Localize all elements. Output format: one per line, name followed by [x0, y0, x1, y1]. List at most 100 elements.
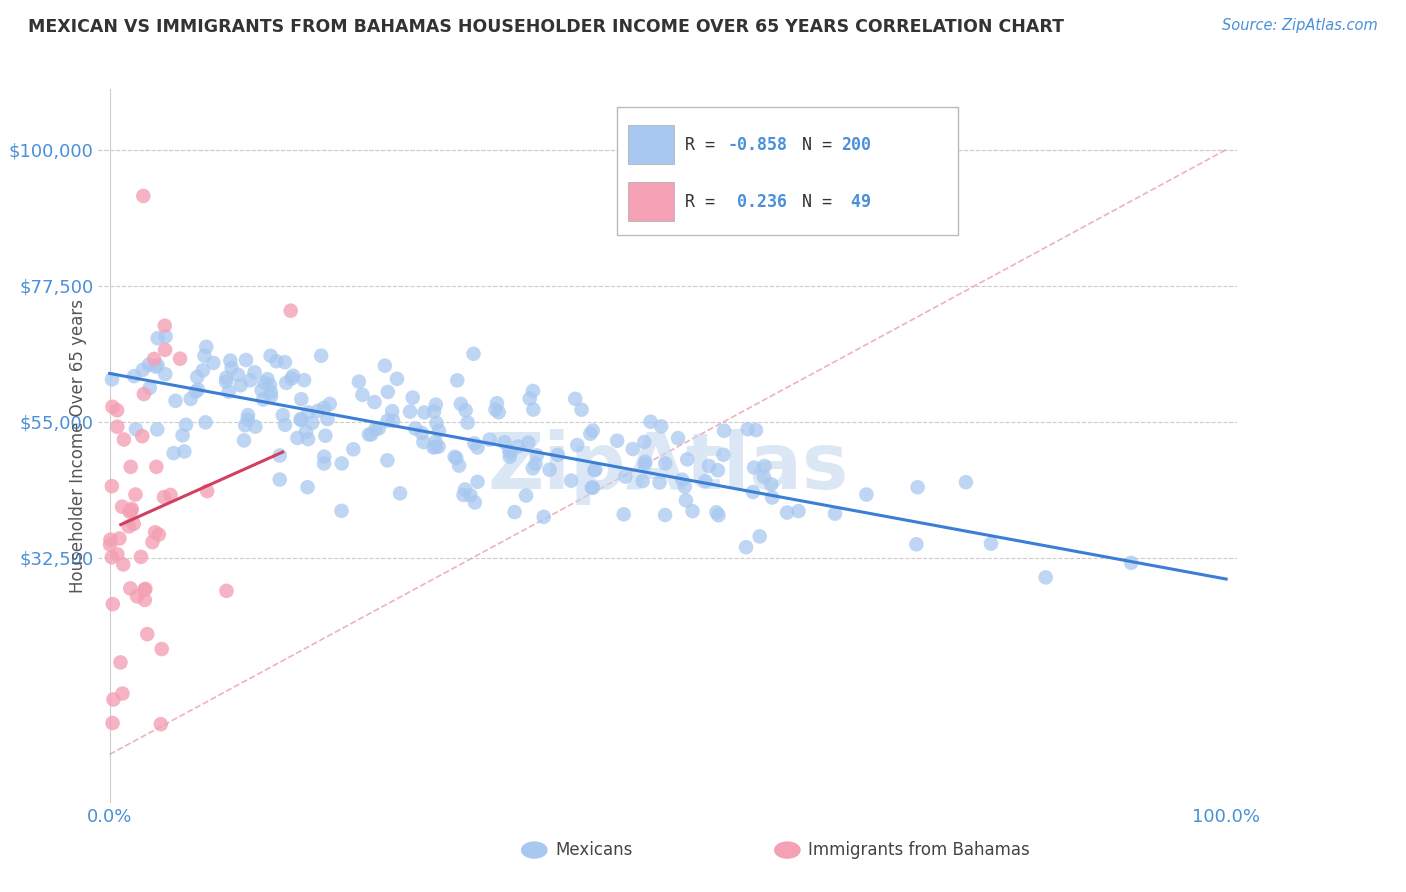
Point	[671, 473, 693, 487]
Point	[180, 392, 202, 406]
Point	[256, 372, 278, 386]
Point	[488, 405, 510, 419]
Point	[787, 504, 810, 518]
Point	[153, 367, 176, 381]
Point	[235, 353, 257, 368]
Point	[146, 422, 169, 436]
Point	[449, 458, 471, 473]
Point	[547, 448, 569, 462]
Point	[522, 461, 544, 475]
Point	[648, 475, 671, 490]
Point	[761, 477, 783, 491]
Point	[494, 435, 516, 450]
Text: 200: 200	[841, 136, 870, 153]
Point	[314, 457, 336, 471]
Text: Source: ZipAtlas.com: Source: ZipAtlas.com	[1222, 18, 1378, 33]
Point	[101, 597, 124, 611]
Point	[134, 593, 156, 607]
Point	[145, 359, 167, 374]
Point	[1035, 570, 1057, 584]
Point	[498, 443, 520, 458]
Point	[411, 425, 433, 440]
Point	[422, 441, 444, 455]
Point	[478, 433, 501, 447]
Point	[464, 495, 486, 509]
Point	[290, 412, 312, 426]
Point	[583, 463, 606, 477]
Text: N =: N =	[803, 136, 842, 153]
Point	[735, 540, 758, 554]
Point	[111, 500, 134, 514]
Point	[184, 384, 207, 399]
Point	[245, 419, 267, 434]
Point	[824, 507, 846, 521]
Point	[280, 303, 302, 318]
Point	[695, 475, 717, 489]
Point	[404, 421, 426, 435]
Point	[149, 717, 172, 731]
Point	[195, 340, 218, 354]
Point	[450, 397, 472, 411]
Point	[453, 488, 475, 502]
Point	[287, 431, 309, 445]
Point	[121, 501, 143, 516]
Point	[100, 533, 122, 547]
Point	[446, 373, 468, 387]
Point	[101, 479, 124, 493]
Point	[105, 419, 128, 434]
Point	[567, 438, 589, 452]
Point	[707, 508, 730, 523]
Point	[363, 395, 385, 409]
Point	[125, 422, 148, 436]
Point	[360, 427, 382, 442]
Point	[399, 404, 422, 418]
Point	[312, 401, 335, 415]
Point	[290, 392, 312, 407]
Point	[252, 392, 274, 407]
Point	[446, 451, 468, 466]
Text: -0.858: -0.858	[727, 136, 787, 153]
Text: Mexicans: Mexicans	[555, 841, 633, 859]
Point	[173, 444, 195, 458]
Point	[250, 383, 273, 397]
Point	[907, 480, 929, 494]
Point	[776, 506, 799, 520]
Point	[707, 463, 730, 477]
Text: 49: 49	[841, 193, 870, 211]
Point	[522, 402, 544, 417]
Text: R =: R =	[685, 136, 725, 153]
Point	[131, 429, 153, 443]
Point	[389, 486, 412, 500]
Point	[485, 396, 508, 410]
Point	[172, 428, 194, 442]
Point	[1121, 556, 1143, 570]
Point	[219, 353, 242, 368]
Point	[132, 363, 155, 377]
Point	[319, 397, 342, 411]
Point	[316, 412, 339, 426]
Point	[583, 462, 606, 476]
Point	[457, 416, 479, 430]
Point	[132, 387, 155, 401]
Point	[382, 414, 405, 428]
Point	[463, 347, 485, 361]
Point	[582, 424, 605, 438]
Point	[122, 516, 145, 531]
Point	[347, 375, 370, 389]
Point	[153, 343, 176, 357]
Point	[377, 413, 399, 427]
Point	[297, 480, 319, 494]
Point	[136, 627, 159, 641]
Point	[292, 373, 315, 387]
Point	[243, 365, 266, 379]
Point	[443, 450, 465, 464]
Point	[524, 457, 547, 471]
Point	[141, 535, 163, 549]
Point	[139, 381, 162, 395]
Point	[564, 392, 586, 406]
Point	[221, 360, 243, 375]
FancyBboxPatch shape	[617, 107, 959, 235]
Point	[519, 392, 541, 406]
Point	[666, 431, 689, 445]
Point	[425, 440, 447, 454]
